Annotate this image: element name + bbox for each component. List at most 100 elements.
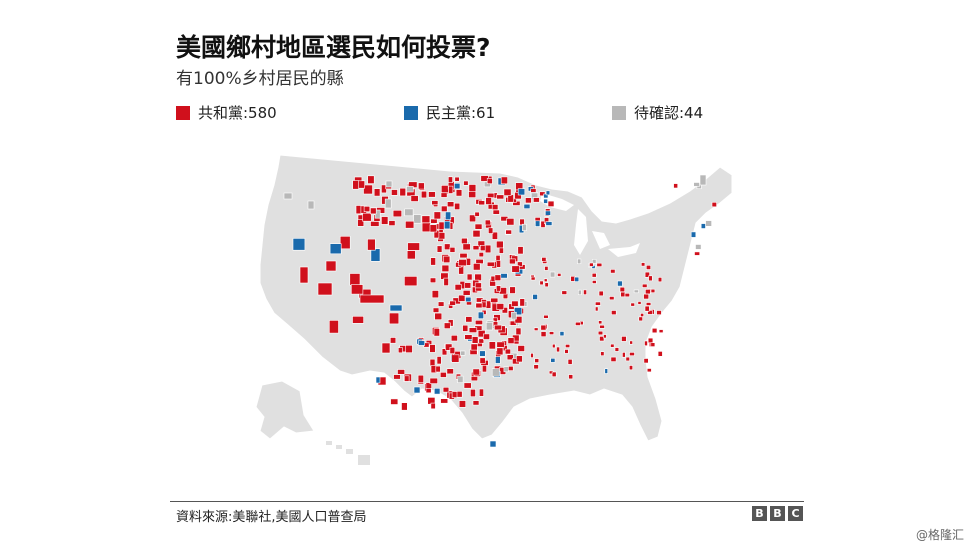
county-mark xyxy=(644,340,648,346)
county-mark xyxy=(472,245,480,251)
county-mark xyxy=(559,331,565,337)
county-mark xyxy=(352,180,359,190)
county-mark xyxy=(404,276,418,287)
county-mark xyxy=(421,222,431,233)
county-mark xyxy=(583,289,587,295)
county-mark xyxy=(437,301,445,307)
county-mark xyxy=(575,321,581,326)
county-mark xyxy=(299,266,309,284)
county-mark xyxy=(690,231,697,238)
alaska-shape xyxy=(255,380,315,440)
legend: 共和黨:580 民主黨:61 待確認:44 xyxy=(176,102,816,126)
county-mark xyxy=(454,284,462,291)
county-mark xyxy=(349,273,361,286)
county-mark xyxy=(514,316,523,324)
legend-label-republican: 共和黨:580 xyxy=(198,104,277,122)
watermark: @格隆汇 xyxy=(915,528,964,542)
county-mark xyxy=(431,290,439,299)
county-mark xyxy=(550,358,556,363)
county-mark xyxy=(462,243,471,251)
county-mark xyxy=(610,356,617,362)
county-mark xyxy=(561,290,568,295)
county-mark xyxy=(429,358,436,367)
county-mark xyxy=(463,180,469,186)
county-mark xyxy=(568,374,574,380)
county-mark xyxy=(598,320,603,325)
page-subtitle: 有100%乡村居民的縣 xyxy=(176,69,344,89)
county-mark xyxy=(511,311,517,320)
county-mark xyxy=(447,201,455,208)
county-mark xyxy=(355,205,362,215)
county-mark xyxy=(597,330,604,336)
county-mark xyxy=(705,220,712,227)
county-mark xyxy=(449,300,456,306)
county-mark xyxy=(401,402,408,411)
county-mark xyxy=(487,192,495,199)
county-mark xyxy=(410,195,419,202)
county-mark xyxy=(539,280,544,286)
county-mark xyxy=(413,386,421,394)
county-mark xyxy=(644,271,650,278)
county-mark xyxy=(488,341,496,350)
county-mark xyxy=(339,236,351,250)
county-mark xyxy=(405,345,413,354)
county-mark xyxy=(398,347,403,354)
county-mark xyxy=(577,258,582,264)
county-mark xyxy=(471,336,479,344)
county-mark xyxy=(357,219,365,227)
county-mark xyxy=(454,182,461,190)
county-mark xyxy=(448,185,454,194)
county-mark xyxy=(429,277,437,283)
county-mark xyxy=(517,261,523,267)
county-mark xyxy=(544,266,549,271)
county-mark xyxy=(486,261,495,267)
county-mark xyxy=(574,276,580,282)
county-mark xyxy=(436,245,443,253)
county-mark xyxy=(629,340,633,345)
county-mark xyxy=(486,177,493,184)
county-mark xyxy=(421,190,428,199)
county-mark xyxy=(500,176,508,185)
county-mark xyxy=(393,374,401,380)
county-mark xyxy=(494,324,502,331)
county-mark xyxy=(622,352,626,358)
county-mark xyxy=(614,347,620,352)
county-mark xyxy=(517,188,526,196)
county-mark xyxy=(544,282,549,288)
county-mark xyxy=(647,337,654,344)
county-mark xyxy=(491,368,500,377)
county-mark xyxy=(430,402,436,410)
county-mark xyxy=(465,296,472,303)
county-mark xyxy=(565,344,571,348)
county-mark xyxy=(359,294,385,304)
county-mark xyxy=(413,214,422,224)
county-mark xyxy=(549,271,556,278)
county-mark xyxy=(611,310,617,315)
county-mark xyxy=(390,337,397,344)
county-mark xyxy=(385,180,393,188)
county-mark xyxy=(436,356,442,365)
county-mark xyxy=(517,345,525,352)
county-mark xyxy=(444,243,451,251)
county-mark xyxy=(540,324,547,331)
county-mark xyxy=(405,220,415,229)
county-mark xyxy=(472,400,480,406)
county-mark xyxy=(589,262,594,267)
county-mark xyxy=(519,298,525,307)
county-mark xyxy=(511,300,519,307)
county-mark xyxy=(495,285,501,292)
county-mark xyxy=(658,329,664,334)
county-mark xyxy=(644,305,650,312)
county-mark xyxy=(458,259,467,267)
county-mark xyxy=(604,368,608,374)
county-mark xyxy=(503,366,509,373)
county-mark xyxy=(373,188,381,197)
county-mark xyxy=(429,377,438,384)
county-mark xyxy=(384,198,392,209)
county-mark xyxy=(475,302,483,309)
county-mark xyxy=(599,324,605,329)
county-mark xyxy=(531,192,539,198)
county-mark xyxy=(534,220,541,227)
county-mark xyxy=(478,338,485,344)
county-mark xyxy=(525,197,532,204)
